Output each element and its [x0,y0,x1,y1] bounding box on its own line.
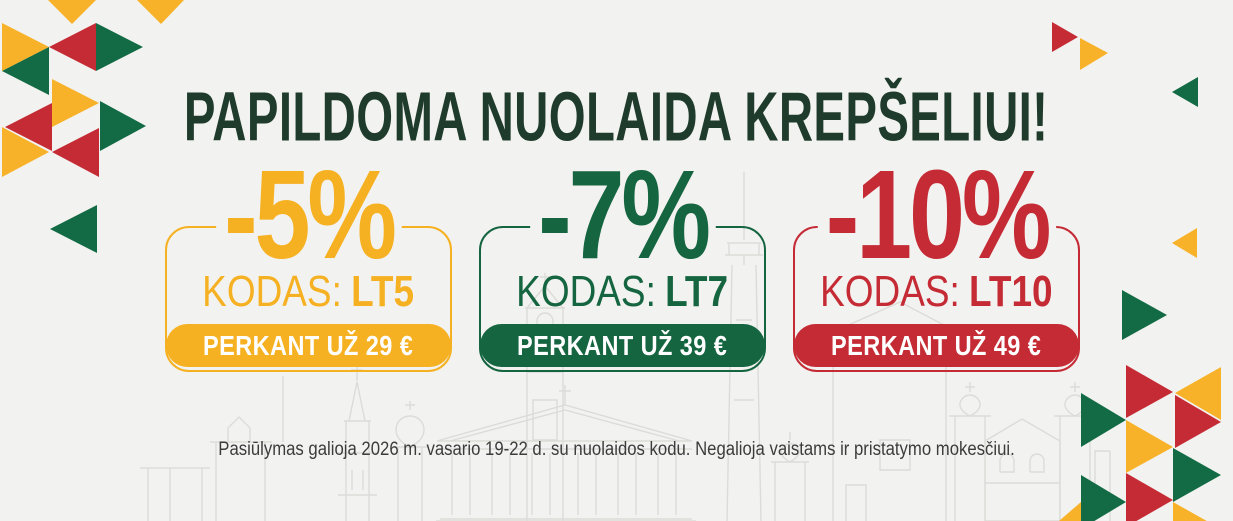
discount-text: -10% [817,151,1056,278]
condition-text: PERKANT UŽ 39 € [517,329,728,361]
code-label: KODAS: [516,267,657,316]
decor-triangle [5,103,52,151]
decor-triangle [1122,290,1167,340]
promo-code-line: KODAS: LT7 [479,270,766,314]
code-value: LT7 [665,267,729,316]
condition-text: PERKANT UŽ 29 € [203,329,414,361]
decor-triangle [1126,365,1173,418]
condition-pill[interactable]: PERKANT UŽ 39 € [480,324,765,367]
offer-card-10: -10% KODAS: LT10 PERKANT UŽ 49 € [793,0,1080,521]
decor-triangle [1175,395,1221,448]
skyline-church-body [984,418,1061,521]
decor-triangles-bottom-right [1059,290,1221,521]
decor-triangle [1173,448,1221,502]
discount-value: -10% [787,151,1085,278]
decor-triangle [48,0,96,24]
skyline-cathedral-pediment [436,385,696,521]
code-value: LT10 [969,267,1053,316]
disclaimer: Pasiūlymas galioja 2026 m. vasario 19-22… [0,438,1233,463]
decor-triangle [1052,22,1078,52]
promo-code-line: KODAS: LT5 [165,270,452,314]
decor-triangle [1126,473,1173,521]
offer-card-7: -7% KODAS: LT7 PERKANT UŽ 39 € [479,0,766,521]
decor-triangle [1126,420,1173,473]
decor-triangle [100,101,146,151]
decor-triangle [96,23,143,71]
decor-triangle [2,23,49,71]
banner-title-text: PAPILDOMA NUOLAIDA KREPŠELIUI! [184,77,1049,156]
decor-triangle [52,79,99,127]
code-label: KODAS: [820,267,960,316]
city-skyline [140,172,1111,521]
condition-text: PERKANT UŽ 49 € [831,329,1042,361]
code-label: KODAS: [202,267,343,316]
discount-value: -5% [192,151,424,278]
decor-triangles-left [2,0,184,253]
condition-pill[interactable]: PERKANT UŽ 49 € [794,324,1079,367]
decor-triangle [1081,393,1126,447]
skyline-cathedral-columns [451,453,677,515]
decor-triangle [52,128,99,177]
promo-code-line: KODAS: LT10 [793,270,1080,314]
discount-text: -5% [215,151,402,278]
decor-triangle [1175,367,1221,420]
decor-triangle [49,23,96,71]
skyline-small-dome [771,432,809,521]
skyline-low-buildings-left [140,376,284,521]
decor-triangle [1172,228,1197,258]
decor-triangle [1059,502,1081,521]
decor-triangle [1081,475,1126,521]
skyline-dome-tower [393,401,427,521]
banner-title: PAPILDOMA NUOLAIDA KREPŠELIUI! [0,82,1233,151]
condition-pill[interactable]: PERKANT UŽ 29 € [166,324,451,367]
decor-triangle [2,47,49,95]
decor-triangle [50,205,97,253]
decor-triangles-top-right [1052,22,1198,258]
decor-triangle [2,127,49,177]
decor-triangle [137,0,184,24]
discount-text: -7% [529,151,716,278]
decor-triangle [1172,77,1198,107]
discount-value: -7% [506,151,738,278]
offer-card-5: -5% KODAS: LT5 PERKANT UŽ 29 € [165,0,452,521]
code-value: LT5 [351,267,415,316]
disclaimer-text: Pasiūlymas galioja 2026 m. vasario 19-22… [218,439,1015,460]
decor-triangle [1080,38,1108,70]
skyline-palace-roof [832,301,947,521]
decor-triangle [1173,502,1207,521]
